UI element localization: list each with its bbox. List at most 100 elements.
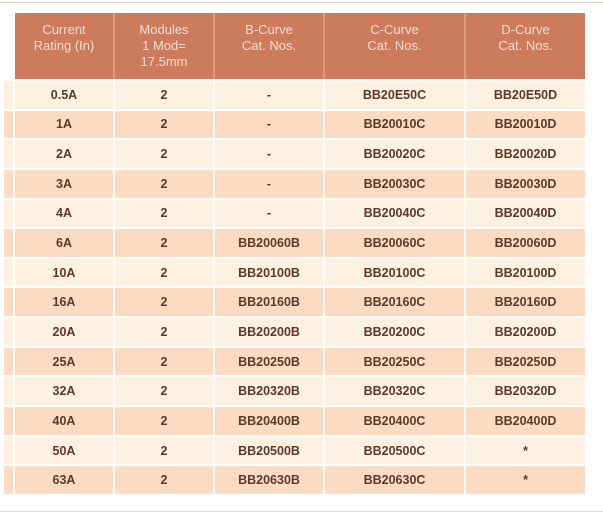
cell-b-curve-cat-no: BB20320B bbox=[215, 377, 325, 406]
cell-modules: 2 bbox=[115, 436, 215, 465]
cell-d-curve-cat-no: BB20030D bbox=[466, 169, 585, 198]
cell-b-curve-cat-no: BB20100B bbox=[215, 258, 325, 287]
cell-modules: 2 bbox=[115, 347, 215, 376]
column-header: B-Curve Cat. Nos. bbox=[215, 13, 325, 79]
cell-d-curve-cat-no: * bbox=[466, 466, 585, 494]
cell-current-rating: 10A bbox=[15, 258, 115, 287]
cell-b-curve-cat-no: - bbox=[215, 140, 325, 168]
cell-modules: 2 bbox=[115, 407, 215, 435]
cell-current-rating: 40A bbox=[15, 407, 115, 435]
cell-b-curve-cat-no: BB20630B bbox=[215, 466, 325, 494]
table-row: 16A 2 BB20160B BB20160C BB20160D bbox=[4, 286, 585, 317]
cell-c-curve-cat-no: BB20200C bbox=[325, 318, 466, 346]
table-row: 0.5A 2 - BB20E50C BB20E50D bbox=[4, 79, 585, 109]
page-top-edge-line bbox=[0, 2, 603, 3]
cell-c-curve-cat-no: BB20100C bbox=[325, 258, 466, 287]
cell-current-rating: 0.5A bbox=[15, 81, 115, 109]
cell-b-curve-cat-no: BB20060B bbox=[215, 229, 325, 257]
table-row: 63A 2 BB20630B BB20630C * bbox=[4, 464, 585, 494]
cell-c-curve-cat-no: BB20630C bbox=[325, 466, 466, 494]
cell-modules: 2 bbox=[115, 169, 215, 198]
cell-modules: 2 bbox=[115, 199, 215, 228]
cell-d-curve-cat-no: BB20E50D bbox=[466, 81, 585, 109]
cell-current-rating: 32A bbox=[15, 377, 115, 406]
row-spacer-cell bbox=[4, 466, 15, 494]
cell-current-rating: 2A bbox=[15, 140, 115, 168]
cell-c-curve-cat-no: BB20400C bbox=[325, 407, 466, 435]
cell-b-curve-cat-no: - bbox=[215, 110, 325, 139]
cell-d-curve-cat-no: BB20160D bbox=[466, 288, 585, 317]
cell-current-rating: 63A bbox=[15, 466, 115, 494]
cell-b-curve-cat-no: - bbox=[215, 81, 325, 109]
column-header: C-Curve Cat. Nos. bbox=[325, 13, 466, 79]
cell-d-curve-cat-no: BB20250D bbox=[466, 347, 585, 376]
cell-modules: 2 bbox=[115, 258, 215, 287]
cell-current-rating: 25A bbox=[15, 347, 115, 376]
row-spacer-cell bbox=[4, 377, 15, 406]
table-row: 40A 2 BB20400B BB20400C BB20400D bbox=[4, 405, 585, 435]
catalog-table: Current Rating (In) Modules 1 Mod= 17.5mm… bbox=[4, 13, 585, 494]
cell-c-curve-cat-no: BB20060C bbox=[325, 229, 466, 257]
cell-current-rating: 4A bbox=[15, 199, 115, 228]
cell-c-curve-cat-no: BB20320C bbox=[325, 377, 466, 406]
table-row: 3A 2 - BB20030C BB20030D bbox=[4, 167, 585, 198]
cell-modules: 2 bbox=[115, 288, 215, 317]
cell-c-curve-cat-no: BB20030C bbox=[325, 169, 466, 198]
cell-b-curve-cat-no: BB20200B bbox=[215, 318, 325, 346]
cell-d-curve-cat-no: BB20040D bbox=[466, 199, 585, 228]
cell-modules: 2 bbox=[115, 110, 215, 139]
cell-current-rating: 50A bbox=[15, 436, 115, 465]
table-row: 50A 2 BB20500B BB20500C * bbox=[4, 434, 585, 465]
table-row: 2A 2 - BB20020C BB20020D bbox=[4, 138, 585, 168]
row-spacer-cell bbox=[4, 436, 15, 465]
cell-d-curve-cat-no: BB20060D bbox=[466, 229, 585, 257]
table-row: 20A 2 BB20200B BB20200C BB20200D bbox=[4, 316, 585, 346]
cell-b-curve-cat-no: BB20250B bbox=[215, 347, 325, 376]
table-row: 32A 2 BB20320B BB20320C BB20320D bbox=[4, 375, 585, 406]
row-spacer-cell bbox=[4, 258, 15, 287]
row-spacer-cell bbox=[4, 347, 15, 376]
cell-modules: 2 bbox=[115, 318, 215, 346]
cell-d-curve-cat-no: BB20320D bbox=[466, 377, 585, 406]
cell-current-rating: 1A bbox=[15, 110, 115, 139]
cell-c-curve-cat-no: BB20500C bbox=[325, 436, 466, 465]
cell-d-curve-cat-no: BB20010D bbox=[466, 110, 585, 139]
cell-d-curve-cat-no: BB20200D bbox=[466, 318, 585, 346]
cell-c-curve-cat-no: BB20E50C bbox=[325, 81, 466, 109]
cell-b-curve-cat-no: BB20500B bbox=[215, 436, 325, 465]
cell-d-curve-cat-no: * bbox=[466, 436, 585, 465]
table-row: 1A 2 - BB20010C BB20010D bbox=[4, 108, 585, 139]
row-spacer-cell bbox=[4, 81, 15, 109]
table-row: 25A 2 BB20250B BB20250C BB20250D bbox=[4, 345, 585, 376]
cell-c-curve-cat-no: BB20160C bbox=[325, 288, 466, 317]
cell-c-curve-cat-no: BB20040C bbox=[325, 199, 466, 228]
cell-c-curve-cat-no: BB20250C bbox=[325, 347, 466, 376]
cell-modules: 2 bbox=[115, 140, 215, 168]
row-spacer-cell bbox=[4, 140, 15, 168]
cell-b-curve-cat-no: - bbox=[215, 199, 325, 228]
cell-current-rating: 20A bbox=[15, 318, 115, 346]
cell-current-rating: 6A bbox=[15, 229, 115, 257]
row-spacer-cell bbox=[4, 407, 15, 435]
row-spacer-cell bbox=[4, 110, 15, 139]
column-header: D-Curve Cat. Nos. bbox=[466, 13, 585, 79]
cell-d-curve-cat-no: BB20020D bbox=[466, 140, 585, 168]
row-spacer-cell bbox=[4, 318, 15, 346]
table-header-row: Current Rating (In) Modules 1 Mod= 17.5mm… bbox=[4, 13, 585, 79]
cell-modules: 2 bbox=[115, 229, 215, 257]
cell-b-curve-cat-no: - bbox=[215, 169, 325, 198]
row-spacer-cell bbox=[4, 199, 15, 228]
page-bottom-edge-line bbox=[0, 511, 603, 512]
cell-d-curve-cat-no: BB20400D bbox=[466, 407, 585, 435]
cell-modules: 2 bbox=[115, 377, 215, 406]
table-row: 10A 2 BB20100B BB20100C BB20100D bbox=[4, 256, 585, 287]
cell-d-curve-cat-no: BB20100D bbox=[466, 258, 585, 287]
cell-c-curve-cat-no: BB20010C bbox=[325, 110, 466, 139]
row-spacer-cell bbox=[4, 169, 15, 198]
header-spacer-cell bbox=[4, 13, 15, 79]
row-spacer-cell bbox=[4, 229, 15, 257]
table-body: 0.5A 2 - BB20E50C BB20E50D 1A 2 - BB2001… bbox=[4, 79, 585, 494]
cell-current-rating: 16A bbox=[15, 288, 115, 317]
row-spacer-cell bbox=[4, 288, 15, 317]
